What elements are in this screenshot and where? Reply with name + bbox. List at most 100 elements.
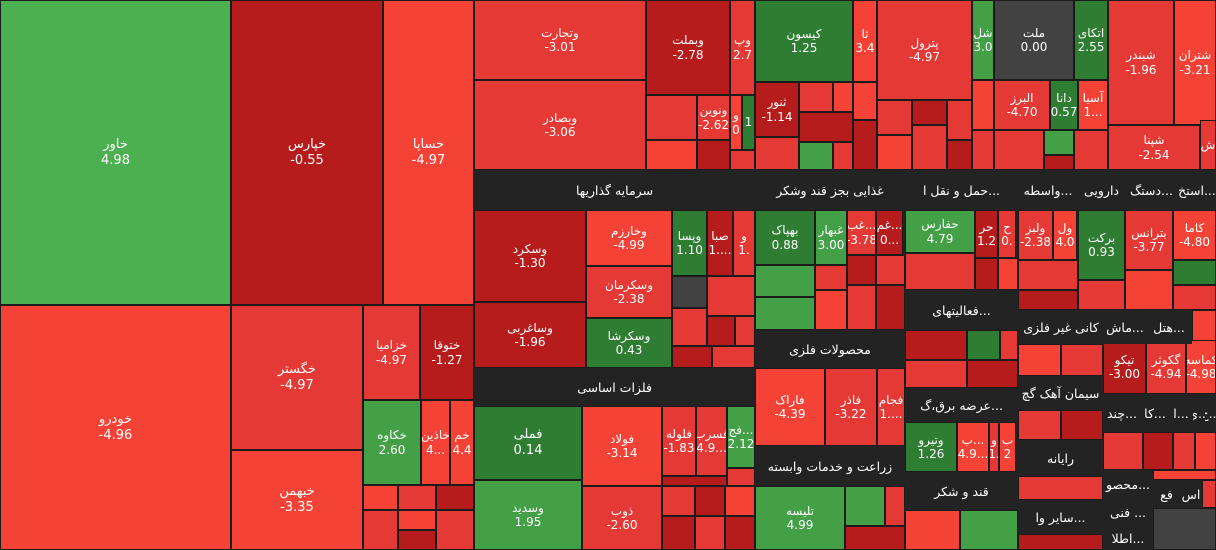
sector-header[interactable]: دارویی <box>1078 170 1125 210</box>
stock-tile-small[interactable] <box>672 308 707 346</box>
stock-tile-small[interactable] <box>815 290 847 330</box>
stock-tile-small[interactable] <box>845 526 905 550</box>
stock-tile-small[interactable] <box>905 510 960 550</box>
sector-header[interactable]: ماش... <box>1104 310 1146 344</box>
stock-tile[interactable]: ولبز -2.38 <box>1018 210 1053 260</box>
stock-tile-small[interactable] <box>697 140 730 170</box>
stock-tile[interactable]: وپ 2.7 <box>730 0 755 95</box>
stock-tile-small[interactable] <box>1061 344 1103 376</box>
stock-tile-small[interactable] <box>799 112 853 142</box>
stock-tile[interactable]: ذوب -2.60 <box>582 486 662 550</box>
sector-header[interactable]: استخ... <box>1178 170 1216 210</box>
stock-tile[interactable]: غبهار 3.00 <box>815 210 847 265</box>
sector-header[interactable]: سرمایه گذاریها <box>474 170 755 210</box>
stock-tile-small[interactable] <box>672 276 707 308</box>
sector-header[interactable]: سیمان آهک گچ <box>1018 376 1103 410</box>
stock-tile[interactable]: تلیسه 4.99 <box>755 486 845 550</box>
stock-tile[interactable]: خودرو -4.96 <box>0 305 231 550</box>
stock-tile-small[interactable] <box>876 255 905 285</box>
stock-tile-small[interactable] <box>972 130 994 170</box>
stock-tile[interactable]: وبصادر -3.06 <box>474 80 646 170</box>
stock-tile-small[interactable] <box>1103 432 1143 470</box>
stock-tile-small[interactable] <box>398 485 436 510</box>
stock-tile[interactable]: خپارس -0.55 <box>231 0 383 305</box>
stock-tile[interactable]: شپنا -2.54 <box>1108 125 1200 170</box>
stock-tile[interactable]: حر 1.2 <box>975 210 998 258</box>
stock-tile-small[interactable] <box>1195 432 1216 470</box>
stock-tile-small[interactable] <box>853 82 877 120</box>
sector-header[interactable]: هتل... <box>1146 310 1192 344</box>
stock-tile-small[interactable] <box>845 486 885 526</box>
stock-tile-small[interactable] <box>646 95 697 140</box>
sector-header[interactable]: واسطه... <box>1018 170 1078 210</box>
stock-tile-small[interactable] <box>1018 344 1061 376</box>
stock-tile-small[interactable] <box>1192 310 1216 344</box>
stock-tile[interactable]: ثنور -1.14 <box>755 82 799 137</box>
stock-tile-small[interactable] <box>1018 410 1061 440</box>
stock-tile-small[interactable] <box>755 297 815 330</box>
stock-tile[interactable]: برکت 0.93 <box>1078 210 1125 280</box>
sector-header[interactable]: سایر وا... <box>1018 500 1103 534</box>
stock-tile-small[interactable] <box>947 100 972 140</box>
stock-tile-small[interactable] <box>799 82 833 112</box>
stock-tile[interactable]: خزامیا -4.97 <box>363 305 420 400</box>
sector-header[interactable]: محصولات فلزی <box>755 330 905 368</box>
stock-tile-small[interactable] <box>662 486 695 516</box>
stock-tile-small[interactable] <box>363 510 398 550</box>
stock-tile-small[interactable] <box>799 142 833 170</box>
sector-header[interactable]: فنی ... <box>1103 498 1153 526</box>
stock-tile[interactable]: ح 0. <box>998 210 1016 258</box>
stock-tile-small[interactable] <box>1000 330 1018 360</box>
stock-tile-small[interactable] <box>877 100 912 135</box>
stock-tile-small[interactable] <box>1018 290 1078 310</box>
stock-tile-small[interactable] <box>1125 270 1173 310</box>
stock-tile-small[interactable] <box>905 253 975 290</box>
stock-tile-small[interactable] <box>1153 470 1216 480</box>
stock-tile-small[interactable] <box>815 265 847 290</box>
stock-tile[interactable]: فاراک -4.39 <box>755 368 825 446</box>
stock-tile[interactable]: کیسون 1.25 <box>755 0 853 82</box>
stock-tile-small[interactable] <box>975 258 998 290</box>
stock-tile-small[interactable] <box>1173 285 1216 310</box>
stock-tile-small[interactable] <box>398 530 436 550</box>
stock-tile[interactable]: شتران -3.21 <box>1174 0 1216 125</box>
stock-tile[interactable]: غب... -3.78 <box>847 210 876 255</box>
stock-tile[interactable]: خم 4.4 <box>450 400 474 485</box>
stock-tile[interactable]: 1 <box>742 95 755 150</box>
sector-header[interactable]: زراعت و خدمات وابسته <box>755 446 905 486</box>
stock-tile[interactable]: بترانس -3.77 <box>1125 210 1173 270</box>
stock-tile[interactable]: ب... 4.9... <box>957 422 989 472</box>
stock-tile-small[interactable] <box>994 130 1044 170</box>
stock-tile[interactable]: خکاوه 2.60 <box>363 400 421 485</box>
stock-tile-small[interactable] <box>707 316 735 346</box>
stock-tile-small[interactable] <box>662 516 695 550</box>
stock-tile[interactable]: وساغربی -1.96 <box>474 302 586 368</box>
stock-tile-small[interactable] <box>735 316 755 346</box>
stock-tile-small[interactable] <box>727 468 755 486</box>
stock-tile[interactable]: فجام 1.... <box>877 368 905 446</box>
stock-tile[interactable]: خساپا -4.97 <box>383 0 474 305</box>
stock-tile[interactable]: ملت 0.00 <box>994 0 1074 80</box>
stock-tile-small[interactable] <box>725 516 755 550</box>
sector-header[interactable]: فلزات اساسی <box>474 368 755 406</box>
sector-header[interactable]: اس <box>1180 480 1202 508</box>
stock-tile-small[interactable] <box>972 80 994 130</box>
stock-tile-small[interactable] <box>1074 130 1108 170</box>
sector-header[interactable]: کا... <box>1141 394 1169 432</box>
stock-tile-small[interactable] <box>1143 432 1173 470</box>
stock-tile[interactable]: ش <box>1200 120 1216 170</box>
stock-tile-small[interactable] <box>960 510 1018 550</box>
stock-tile[interactable]: کماسه -4.98 <box>1186 340 1216 394</box>
stock-tile-small[interactable] <box>1173 260 1216 285</box>
stock-tile[interactable]: البرز -4.70 <box>994 80 1050 130</box>
stock-tile-small[interactable] <box>730 150 755 170</box>
stock-tile-small[interactable] <box>646 140 697 170</box>
stock-tile[interactable]: وسدید 1.95 <box>474 480 582 550</box>
sector-header[interactable]: ی... <box>1193 394 1205 432</box>
sector-header[interactable]: ا... <box>1169 394 1193 432</box>
stock-tile-small[interactable] <box>998 258 1018 290</box>
stock-tile-small[interactable] <box>695 516 725 550</box>
sector-header[interactable]: رایانه <box>1018 440 1103 476</box>
stock-tile-small[interactable] <box>967 330 1000 360</box>
